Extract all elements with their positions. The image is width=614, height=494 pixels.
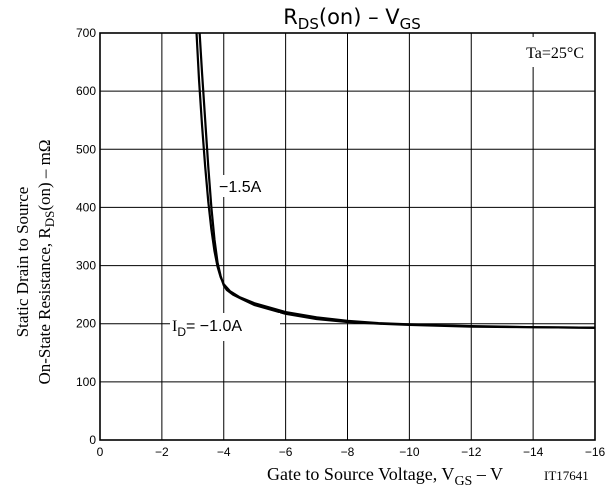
curve-b-label-bg [170,313,280,341]
y-tick-label: 200 [76,317,96,331]
y-axis-label: Static Drain to Source On-State Resistan… [13,139,57,384]
condition-bg [496,37,586,67]
x-tick-label: −8 [341,445,355,459]
y-tick-label: 100 [76,375,96,389]
curve-a-label-bg [216,175,278,197]
x-tick-label: −16 [585,445,606,459]
y-tick-labels: 0 100 200 300 400 500 600 700 [76,26,96,447]
curves [195,32,596,329]
y-tick-label: 600 [76,84,96,98]
y-tick-label: 500 [76,142,96,156]
grid [99,32,596,441]
chart-title: RDS(on) – VGS [283,5,421,33]
x-tick-label: −12 [461,445,482,459]
y-tick-label: 400 [76,200,96,214]
x-tick-label: −6 [279,445,293,459]
y-tick-label: 700 [76,26,96,40]
y-tick-label: 0 [89,433,96,447]
x-axis-label: Gate to Source Voltage, VGS – V [267,464,503,489]
curve-label-id-1-0a: ID= −1.0A [172,318,242,339]
x-tick-labels: 0 −2 −4 −6 −8 −10 −12 −14 −16 [97,445,606,459]
x-tick-label: −14 [523,445,544,459]
y-axis-label-line2: On-State Resistance, RDS(on) – mΩ [35,139,57,384]
x-tick-label: −4 [217,445,231,459]
y-tick-label: 300 [76,259,96,273]
figure-code: IT17641 [544,468,589,483]
y-axis-label-line1: Static Drain to Source [13,187,32,338]
x-tick-label: −10 [399,445,420,459]
plot-frame [99,32,596,441]
condition-label: Ta=25°C [526,45,584,62]
x-tick-label: 0 [97,445,104,459]
curve-label-1-5a: −1.5A [219,179,262,196]
x-tick-label: −2 [155,445,169,459]
series-line-1-0a [198,32,596,329]
